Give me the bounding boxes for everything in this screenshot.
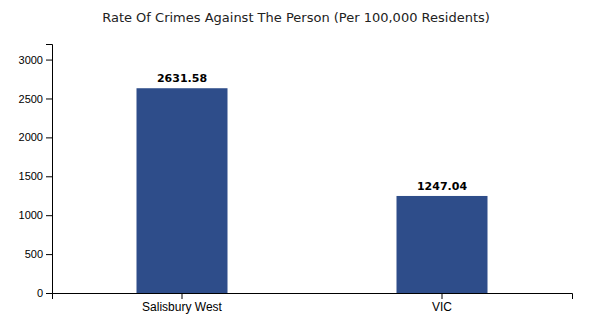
y-tick-label: 2000	[19, 131, 43, 143]
chart-container: 0 500 1000 1500 2000 2500 3000 Salisbury West VI…	[0, 0, 592, 333]
y-tick-mark	[46, 176, 52, 177]
y-tick: 2000	[19, 131, 52, 143]
y-tick-label: 500	[25, 248, 43, 260]
y-tick-label: 1500	[19, 170, 43, 182]
y-tick-mark	[46, 137, 52, 138]
y-tick-label: 1000	[19, 209, 43, 221]
y-tick: 1000	[19, 209, 52, 221]
y-tick-mark	[46, 60, 52, 61]
data-labels: 2631.58 1247.04	[157, 72, 467, 193]
x-axis: Salisbury West VIC	[53, 293, 573, 314]
x-tick-label: VIC	[432, 300, 452, 314]
plot-area: 0 500 1000 1500 2000 2500 3000 Salisbury West VI…	[19, 45, 573, 314]
y-tick-mark	[46, 98, 52, 99]
x-tick: Salisbury West	[142, 293, 222, 314]
x-tick-mark	[442, 293, 443, 299]
y-tick-label: 2500	[19, 92, 43, 104]
chart-svg: 0 500 1000 1500 2000 2500 3000 Salisbury West VI…	[0, 0, 592, 333]
y-axis: 0 500 1000 1500 2000 2500 3000	[19, 45, 53, 300]
y-tick: 500	[25, 248, 52, 260]
y-tick-mark	[46, 293, 52, 294]
y-tick-label: 0	[37, 287, 43, 299]
bars	[137, 88, 488, 293]
y-tick-mark	[46, 215, 52, 216]
y-tick-mark	[46, 254, 52, 255]
data-label: 1247.04	[417, 180, 467, 193]
x-tick: VIC	[432, 293, 452, 314]
y-axis-line	[46, 45, 53, 294]
bar	[397, 196, 488, 293]
y-tick-label: 3000	[19, 54, 43, 66]
y-tick: 3000	[19, 54, 52, 66]
y-tick: 0	[37, 287, 52, 299]
x-tick-mark	[182, 293, 183, 299]
x-axis-line	[53, 294, 573, 300]
y-tick: 2500	[19, 92, 52, 104]
data-label: 2631.58	[157, 72, 207, 85]
y-tick: 1500	[19, 170, 52, 182]
x-tick-label: Salisbury West	[142, 300, 222, 314]
title: Rate Of Crimes Against The Person (Per 1…	[102, 10, 490, 25]
bar	[137, 88, 228, 293]
